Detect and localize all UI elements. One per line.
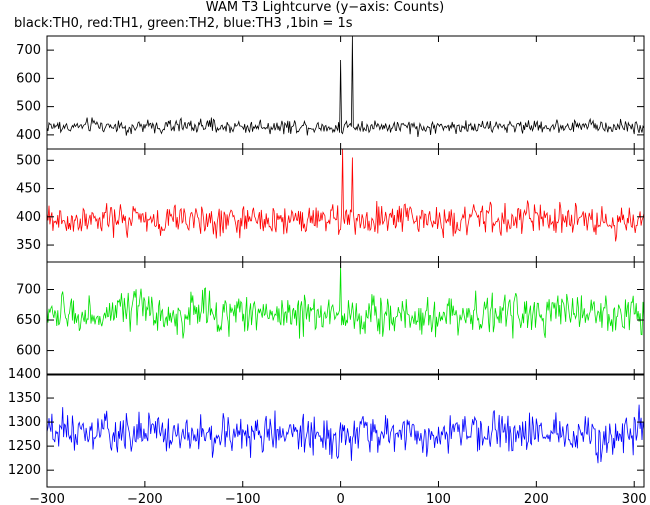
y-tick-label: 400 — [16, 210, 41, 225]
y-tick-label: 650 — [16, 313, 41, 328]
y-tick-label: 700 — [16, 282, 41, 297]
panel-frame-th3 — [46, 373, 645, 488]
x-tick-label: −100 — [225, 492, 261, 505]
y-tick-label: 600 — [16, 344, 41, 359]
y-tick-label: 600 — [16, 71, 41, 86]
y-tick-label: 700 — [16, 43, 41, 58]
y-tick-label: 1300 — [8, 415, 41, 430]
y-tick-label: 1250 — [8, 439, 41, 454]
series-line-th3 — [46, 404, 645, 464]
series-line-th2 — [46, 265, 645, 339]
series-line-th1 — [46, 148, 645, 242]
panel-frame-th0 — [46, 35, 645, 150]
chart-subtitle: black:TH0, red:TH1, green:TH2, blue:TH3 … — [14, 16, 353, 31]
y-tick-label: 450 — [16, 182, 41, 197]
y-tick-label: 1200 — [8, 463, 41, 478]
panel-frame-th2 — [46, 261, 645, 376]
x-tick-label: 0 — [336, 492, 344, 505]
y-tick-label: 400 — [16, 128, 41, 143]
y-tick-label: 1350 — [8, 391, 41, 406]
series-line-th0 — [46, 35, 645, 138]
chart-title: WAM T3 Lightcurve (y−axis: Counts) — [205, 0, 445, 15]
x-tick-label: 100 — [426, 492, 451, 505]
x-tick-label: 300 — [622, 492, 647, 505]
y-tick-label: 500 — [16, 100, 41, 115]
x-tick-label: 200 — [524, 492, 549, 505]
y-tick-label: 1400 — [8, 367, 41, 382]
y-tick-label: 500 — [16, 153, 41, 168]
panel-frame-th1 — [46, 148, 645, 263]
y-tick-label: 350 — [16, 238, 41, 253]
x-tick-label: −200 — [127, 492, 163, 505]
x-tick-label: −300 — [29, 492, 65, 505]
